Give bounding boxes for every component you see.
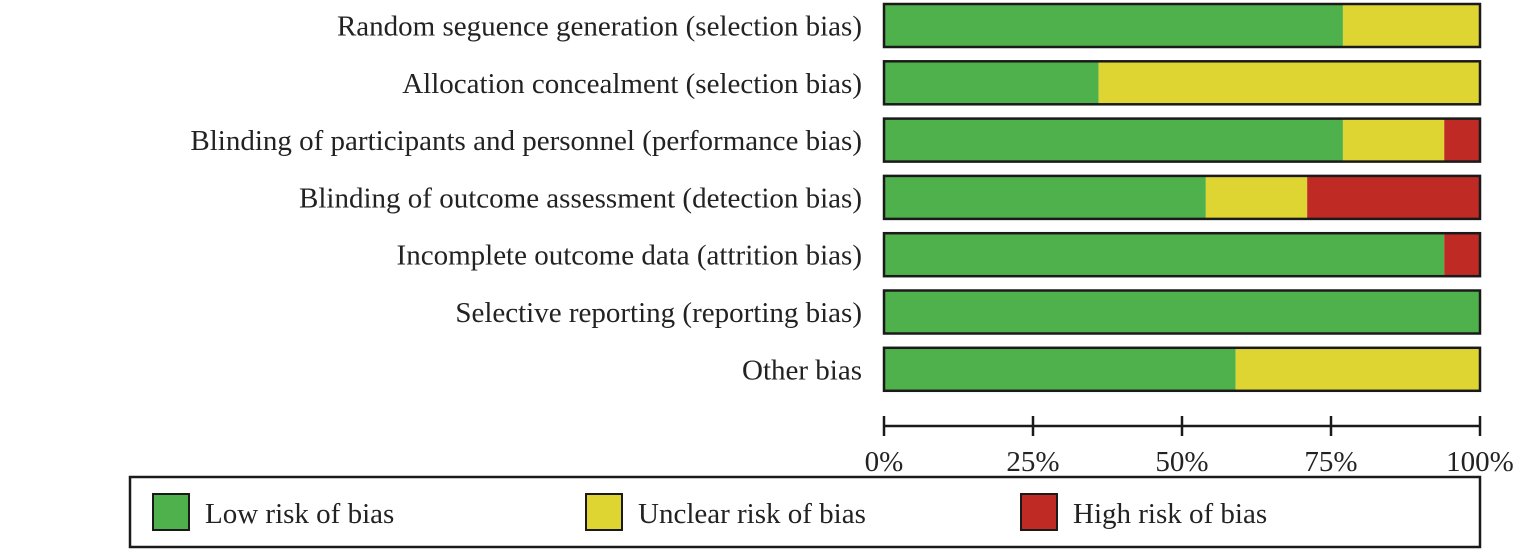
x-tick-label: 0% xyxy=(865,446,904,478)
x-tick-label: 75% xyxy=(1304,446,1357,478)
x-axis: 0% 25% 50% 75% 100% xyxy=(865,416,1514,478)
bar-segment-low-risk-of-bias xyxy=(884,290,1480,334)
legend-swatch-high-risk-of-bias xyxy=(1020,493,1058,531)
bar-outline xyxy=(882,346,1482,393)
bar-segment-low-risk-of-bias xyxy=(884,4,1343,47)
x-tick-label: 50% xyxy=(1155,446,1208,478)
bar-segment-high-risk-of-bias xyxy=(1444,233,1480,277)
legend: Low risk of bias Unclear risk of bias High… xyxy=(128,475,1482,549)
category-label: Blinding of outcome assessment (detectio… xyxy=(299,182,862,214)
legend-label-high-risk-of-bias: High risk of bias xyxy=(1073,498,1267,530)
bar-outline xyxy=(882,289,1482,335)
bar-segment-high-risk-of-bias xyxy=(1444,118,1480,162)
bar-segment-low-risk-of-bias xyxy=(884,175,1206,219)
x-tick-label: 100% xyxy=(1446,446,1514,478)
bar-outline xyxy=(882,231,1482,278)
bar-outline xyxy=(882,60,1482,106)
bar-segment-low-risk-of-bias xyxy=(884,347,1236,391)
x-tick-label: 25% xyxy=(1006,446,1059,478)
bar-segment-unclear-risk-of-bias xyxy=(1342,4,1480,47)
legend-label-unclear-risk-of-bias: Unclear risk of bias xyxy=(638,498,866,530)
bar-outline xyxy=(882,117,1482,163)
category-label: Allocation concealment (selection bias) xyxy=(402,68,862,100)
bar-segment-unclear-risk-of-bias xyxy=(1205,175,1308,219)
category-label: Random seguence generation (selection bi… xyxy=(337,11,862,43)
legend-swatch-low-risk-of-bias xyxy=(152,493,190,531)
category-label: Other bias xyxy=(742,354,862,386)
bar-segment-low-risk-of-bias xyxy=(884,233,1445,277)
bar-segment-unclear-risk-of-bias xyxy=(1342,118,1445,162)
legend-swatch-unclear-risk-of-bias xyxy=(585,493,623,531)
bar-outline xyxy=(882,174,1482,221)
bar-outline xyxy=(882,2,1482,49)
bar-segment-unclear-risk-of-bias xyxy=(1235,347,1480,391)
category-label: Blinding of participants and personnel (… xyxy=(190,125,862,157)
legend-label-low-risk-of-bias: Low risk of bias xyxy=(205,498,394,530)
bar-segment-low-risk-of-bias xyxy=(884,61,1099,105)
category-label: Incomplete outcome data (attrition bias) xyxy=(397,240,862,272)
bar-segment-high-risk-of-bias xyxy=(1307,175,1480,219)
bar-segment-unclear-risk-of-bias xyxy=(1098,61,1480,105)
bar-segment-low-risk-of-bias xyxy=(884,118,1343,162)
bar-rows: Random seguence generation (selection bi… xyxy=(190,2,1482,393)
category-label: Selective reporting (reporting bias) xyxy=(455,297,862,329)
legend-box xyxy=(128,475,1482,549)
